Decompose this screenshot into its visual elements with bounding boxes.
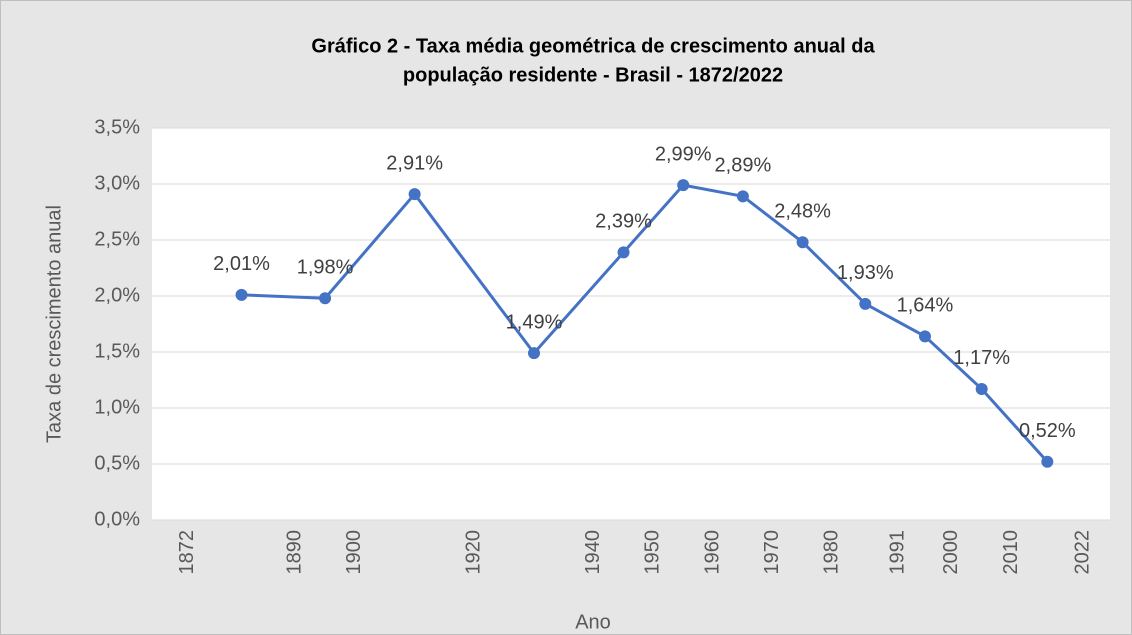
data-label: 2,91% bbox=[386, 152, 443, 174]
data-label: 2,89% bbox=[715, 155, 772, 177]
data-label: 2,01% bbox=[213, 253, 270, 275]
y-tick-label: 0,0% bbox=[94, 508, 140, 530]
data-label: 0,52% bbox=[1019, 420, 1076, 442]
data-point bbox=[408, 188, 421, 201]
data-point bbox=[617, 246, 630, 259]
data-label: 2,48% bbox=[774, 201, 831, 223]
x-tick-label: 1920 bbox=[463, 530, 485, 575]
data-point bbox=[975, 382, 988, 395]
x-tick-label: 1970 bbox=[761, 530, 783, 575]
y-tick-label: 3,0% bbox=[94, 172, 140, 194]
data-label: 1,49% bbox=[506, 311, 563, 333]
data-label: 2,99% bbox=[655, 143, 712, 165]
y-tick-label: 3,5% bbox=[94, 116, 140, 138]
y-tick-label: 2,5% bbox=[94, 228, 140, 250]
x-tick-label: 1980 bbox=[821, 530, 843, 575]
x-tick-label: 1960 bbox=[701, 530, 723, 575]
x-tick-label: 1991 bbox=[886, 530, 908, 575]
data-point bbox=[918, 330, 931, 343]
plot-area bbox=[152, 128, 1110, 520]
x-tick-label: 1872 bbox=[176, 530, 198, 575]
x-tick-label: 1900 bbox=[343, 530, 365, 575]
data-point bbox=[859, 297, 872, 310]
data-label: 1,93% bbox=[837, 262, 894, 284]
x-tick-label: 1940 bbox=[582, 530, 604, 575]
x-axis-title: Ano bbox=[575, 611, 611, 633]
y-tick-label: 2,0% bbox=[94, 284, 140, 306]
x-tick-label: 2010 bbox=[1000, 530, 1022, 575]
data-point bbox=[796, 236, 809, 249]
chart-title: população residente - Brasil - 1872/2022 bbox=[403, 64, 783, 86]
data-point bbox=[677, 179, 690, 192]
data-point bbox=[235, 288, 248, 301]
data-label: 1,98% bbox=[297, 257, 354, 279]
x-tick-label: 2000 bbox=[940, 530, 962, 575]
data-point bbox=[319, 292, 332, 305]
x-tick-label: 2022 bbox=[1071, 530, 1093, 575]
series-line bbox=[241, 183, 1049, 463]
x-tick-label: 1950 bbox=[642, 530, 664, 575]
y-tick-label: 0,5% bbox=[94, 452, 140, 474]
data-point bbox=[528, 347, 541, 360]
data-point bbox=[736, 190, 749, 203]
data-label: 1,64% bbox=[897, 295, 954, 317]
chart-title: Gráfico 2 - Taxa média geométrica de cre… bbox=[311, 35, 875, 57]
x-tick-label: 1890 bbox=[284, 530, 306, 575]
y-tick-label: 1,5% bbox=[94, 340, 140, 362]
data-point bbox=[1041, 455, 1054, 468]
y-axis-title: Taxa de crescimento anual bbox=[43, 205, 65, 443]
y-tick-label: 1,0% bbox=[94, 396, 140, 418]
data-label: 1,17% bbox=[953, 347, 1010, 369]
data-label: 2,39% bbox=[595, 211, 652, 233]
